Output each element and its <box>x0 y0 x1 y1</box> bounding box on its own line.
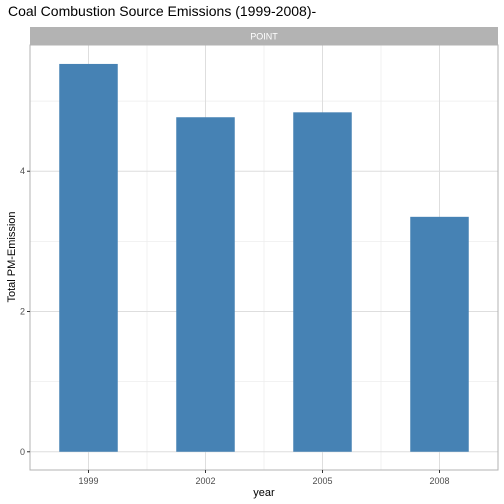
x-tick-label: 2002 <box>195 476 215 486</box>
y-tick-label: 4 <box>20 166 25 176</box>
bar-1999 <box>59 63 118 452</box>
facet-strip <box>30 27 498 45</box>
chart-title: Coal Combustion Source Emissions (1999-2… <box>8 3 317 19</box>
x-tick-label: 2008 <box>429 476 449 486</box>
panel-border <box>29 44 499 471</box>
y-axis: 0 2 4 <box>20 166 30 457</box>
x-axis-title: year <box>253 487 275 499</box>
facet-strip-label: POINT <box>250 32 278 42</box>
y-tick-label: 0 <box>20 447 25 457</box>
bars <box>59 63 469 452</box>
y-axis-title: Total PM-Emission <box>6 211 18 302</box>
bar-2002 <box>176 117 235 452</box>
x-axis: 1999 2002 2005 2008 <box>78 470 450 486</box>
x-tick-label: 2005 <box>312 476 332 486</box>
bar-2005 <box>293 112 352 452</box>
y-tick-label: 2 <box>20 307 25 317</box>
bar-2008 <box>410 216 469 452</box>
x-tick-label: 1999 <box>78 476 98 486</box>
